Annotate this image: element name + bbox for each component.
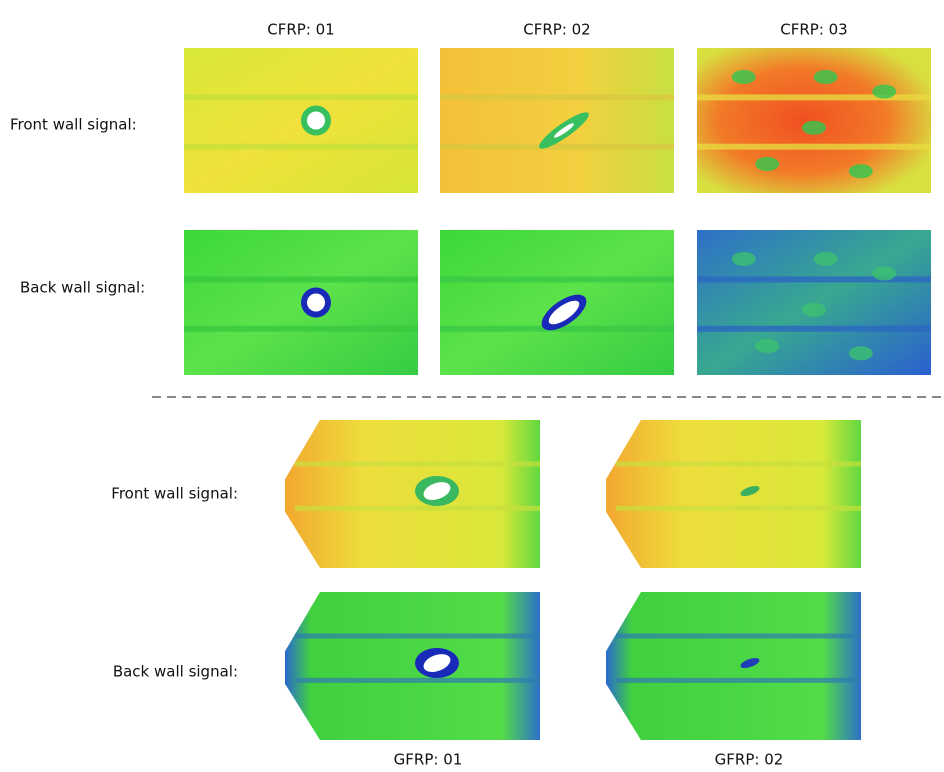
ply-stripe [616,461,861,467]
column-title: GFRP: 01 [394,751,463,769]
blob [802,120,826,135]
column-title: GFRP: 02 [715,751,784,769]
defect [548,300,580,325]
blob [813,70,838,84]
ply-stripe [697,325,931,332]
ply-stripe [697,143,931,150]
scan-image [606,592,861,740]
defect [307,111,325,130]
blob [731,70,756,84]
ply-stripe [295,461,540,467]
scan-image [440,230,674,375]
row-label: Front wall signal: [10,116,137,134]
ply-stripe [440,94,674,101]
scan-image [285,420,540,568]
ply-stripe [616,505,861,511]
defect [423,482,451,500]
blob [872,266,897,281]
ply-stripe [440,143,674,150]
ply-stripe [184,143,418,150]
scan-image [285,592,540,740]
defect [554,123,574,138]
blob [755,157,780,171]
row-label: Back wall signal: [113,663,238,681]
row-label: Back wall signal: [20,279,145,297]
ply-stripe [616,633,861,639]
blob [848,164,873,179]
scan-image [606,420,861,568]
ply-stripe [616,677,861,683]
column-title: CFRP: 03 [780,21,847,39]
blob [848,346,873,361]
ply-stripe [184,325,418,332]
defect-mark [740,657,760,669]
ply-stripe [697,94,931,101]
blob [755,339,780,353]
ply-stripe [295,633,540,639]
blob [872,84,897,99]
ply-stripe [440,276,674,283]
blob [802,302,826,317]
ply-stripe [184,94,418,101]
defect-mark [740,485,760,497]
scan-image [440,48,674,193]
defect [423,654,451,672]
defect [307,293,325,312]
ply-stripe [295,677,540,683]
blob [731,252,756,266]
ply-stripe [295,505,540,511]
column-title: CFRP: 02 [523,21,590,39]
scan-image [697,230,931,375]
ply-stripe [184,276,418,283]
blob [813,252,838,266]
column-title: CFRP: 01 [267,21,334,39]
scan-image [697,48,931,193]
ply-stripe [697,276,931,283]
row-label: Front wall signal: [111,485,238,503]
